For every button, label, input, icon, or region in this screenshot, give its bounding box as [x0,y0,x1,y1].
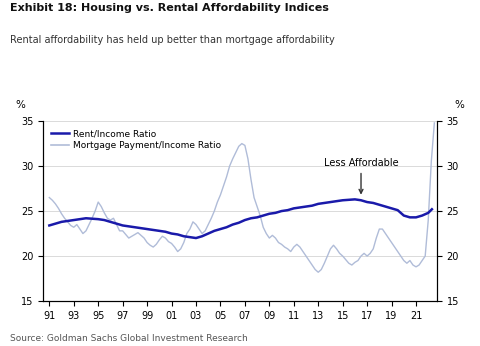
Text: Source: Goldman Sachs Global Investment Research: Source: Goldman Sachs Global Investment … [10,334,247,343]
Text: %: % [16,100,25,110]
Text: Less Affordable: Less Affordable [324,158,398,193]
Legend: Rent/Income Ratio, Mortgage Payment/Income Ratio: Rent/Income Ratio, Mortgage Payment/Inco… [48,126,225,154]
Text: Rental affordability has held up better than mortgage affordability: Rental affordability has held up better … [10,35,335,45]
Text: %: % [455,100,464,110]
Text: Exhibit 18: Housing vs. Rental Affordability Indices: Exhibit 18: Housing vs. Rental Affordabi… [10,3,328,13]
